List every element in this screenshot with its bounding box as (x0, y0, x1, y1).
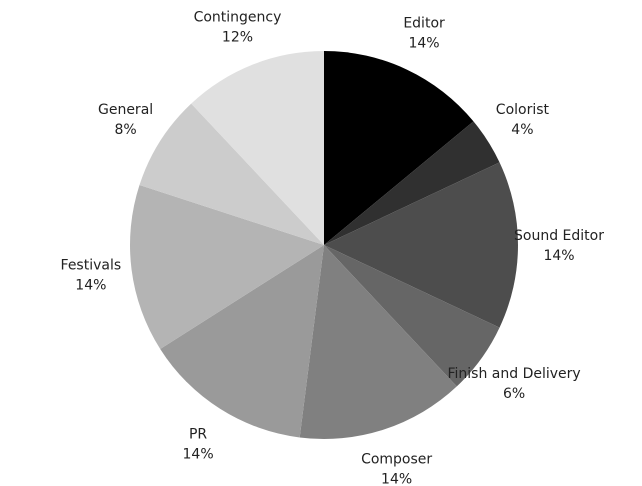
slice-label: Sound Editor (514, 228, 604, 244)
value-label: 14% (408, 35, 439, 51)
pie-slice (139, 103, 324, 246)
value-label: 14% (75, 277, 106, 293)
pie-slice (299, 245, 457, 439)
pie-slice (130, 185, 324, 349)
pie-slice (324, 121, 500, 245)
pie-slice (324, 51, 474, 245)
slice-label: Editor (403, 15, 445, 31)
pie-slice (160, 245, 324, 438)
slice-label: Finish and Delivery (448, 366, 581, 382)
value-label: 4% (511, 122, 533, 138)
slice-label: PR (189, 426, 207, 442)
slice-label: General (98, 102, 153, 118)
pie-slice (191, 51, 324, 245)
slice-label: Contingency (194, 10, 282, 26)
pie-slice (324, 162, 518, 328)
value-label: 14% (183, 446, 214, 462)
value-label: 12% (222, 30, 253, 46)
value-label: 14% (381, 471, 412, 486)
slice-label: Festivals (61, 257, 122, 273)
slice-label: Composer (361, 451, 432, 467)
pie-slice (324, 245, 500, 387)
value-label: 8% (114, 122, 136, 138)
slice-label: Colorist (496, 102, 550, 118)
value-label: 14% (543, 248, 574, 264)
value-label: 6% (503, 386, 525, 402)
